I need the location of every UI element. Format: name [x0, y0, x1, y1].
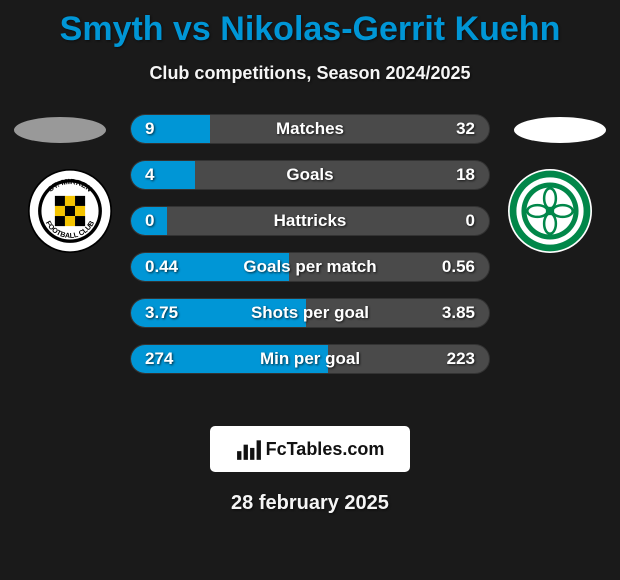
comparison-date: 28 february 2025: [0, 492, 620, 515]
player-left-ellipse: [14, 117, 106, 143]
stat-value-right: 0: [466, 211, 475, 231]
stat-label: Shots per goal: [251, 303, 369, 323]
st-mirren-crest-icon: ST. MIRREN FOOTBALL CLUB: [28, 169, 112, 253]
page-subtitle: Club competitions, Season 2024/2025: [0, 63, 620, 84]
stat-label: Min per goal: [260, 349, 360, 369]
stat-value-left: 4: [145, 165, 154, 185]
stat-label: Hattricks: [274, 211, 347, 231]
celtic-crest-icon: [508, 169, 592, 253]
comparison-panel: ST. MIRREN FOOTBALL CLUB: [0, 114, 620, 414]
stat-fill-left: [131, 115, 210, 143]
stat-value-right: 32: [456, 119, 475, 139]
brand-label: FcTables.com: [266, 439, 385, 460]
bar-chart-icon: [236, 438, 262, 460]
stat-row: 0 Hattricks 0: [130, 206, 490, 236]
stat-value-right: 223: [447, 349, 475, 369]
stat-value-right: 3.85: [442, 303, 475, 323]
brand-badge[interactable]: FcTables.com: [210, 426, 410, 472]
club-crest-right: [508, 169, 592, 253]
stat-value-left: 0: [145, 211, 154, 231]
stat-row: 9 Matches 32: [130, 114, 490, 144]
page-title: Smyth vs Nikolas-Gerrit Kuehn: [0, 0, 620, 49]
stat-bars: 9 Matches 32 4 Goals 18 0 Hattricks 0 0.44 Goals p…: [130, 114, 490, 390]
stat-fill-left: [131, 161, 195, 189]
stat-label: Matches: [276, 119, 344, 139]
stat-label: Goals: [286, 165, 333, 185]
player-right-ellipse: [514, 117, 606, 143]
stat-row: 274 Min per goal 223: [130, 344, 490, 374]
stat-value-left: 3.75: [145, 303, 178, 323]
stat-value-left: 274: [145, 349, 173, 369]
stat-value-right: 0.56: [442, 257, 475, 277]
stat-label: Goals per match: [243, 257, 376, 277]
club-crest-left: ST. MIRREN FOOTBALL CLUB: [28, 169, 112, 253]
stat-value-right: 18: [456, 165, 475, 185]
stat-row: 3.75 Shots per goal 3.85: [130, 298, 490, 328]
stat-value-left: 0.44: [145, 257, 178, 277]
stat-row: 4 Goals 18: [130, 160, 490, 190]
stat-row: 0.44 Goals per match 0.56: [130, 252, 490, 282]
stat-value-left: 9: [145, 119, 154, 139]
